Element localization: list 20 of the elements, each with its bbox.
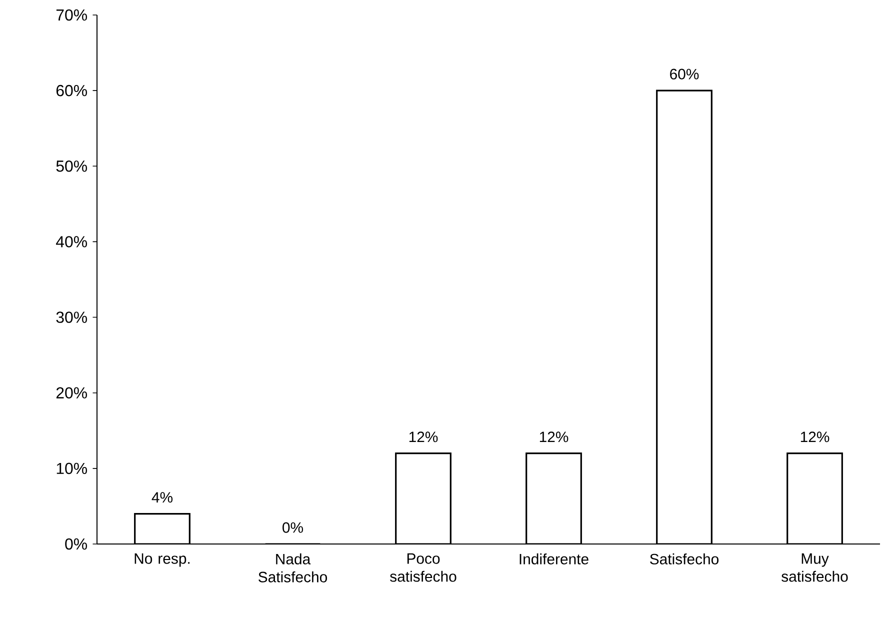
x-tick-label: Indiferente <box>520 553 588 564</box>
y-tick-label: 70% <box>56 9 87 21</box>
x-tick-label: No resp. <box>134 553 190 567</box>
data-label: 12% <box>800 432 830 442</box>
y-tick-label: 10% <box>56 462 87 474</box>
y-tick-label: 30% <box>56 312 87 323</box>
x-tick-label: Satisfecho <box>650 553 719 564</box>
y-tick-label: 60% <box>56 84 87 96</box>
y-tick-label: 40% <box>56 236 87 248</box>
y-tick-label: 20% <box>56 387 87 398</box>
x-tick-label: Muy satisfecho <box>782 553 848 582</box>
data-label: 4% <box>152 492 173 503</box>
x-tick-label: Nada Satisfecho <box>258 553 328 582</box>
data-label: 0% <box>282 522 304 533</box>
data-label: 12% <box>409 432 438 442</box>
data-label: 12% <box>540 432 568 442</box>
y-tick-label: 0% <box>65 538 87 550</box>
data-label: 60% <box>670 68 699 80</box>
y-tick-label: 50% <box>56 160 87 172</box>
x-tick-label: Poco satisfecho <box>390 553 456 582</box>
